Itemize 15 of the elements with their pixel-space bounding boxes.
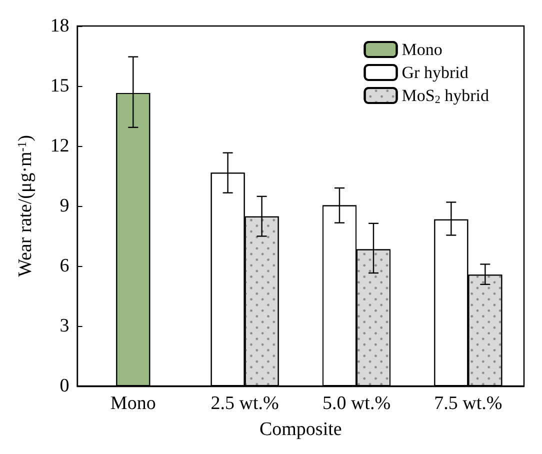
y-tick-label: 3 [60, 316, 70, 336]
y-tick-label: 12 [50, 136, 70, 156]
y-tick-label: 15 [50, 76, 70, 96]
x-tick-label: 7.5 wt.% [434, 393, 502, 414]
x-axis-title: Composite [259, 419, 342, 440]
x-tick-label: Mono [110, 393, 156, 414]
y-tick-label: 18 [50, 16, 70, 36]
x-tick-label: 5.0 wt.% [322, 393, 391, 414]
legend-label: Mono [402, 40, 442, 59]
x-tick-label: 2.5 wt.% [210, 393, 280, 414]
y-axis-title: Wear rate/(μg·m-1) [15, 135, 36, 277]
legend-label: Gr hybrid [402, 63, 469, 82]
y-tick-label: 6 [60, 256, 70, 276]
y-tick-label: 9 [60, 196, 70, 216]
y-tick-label: 0 [60, 376, 70, 396]
